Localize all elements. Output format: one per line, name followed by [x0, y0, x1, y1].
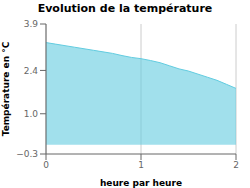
svg-text:2.4: 2.4: [24, 66, 39, 76]
html-text:Evolution de la température: Evolution de la température: [37, 2, 213, 15]
svg-text:−0.3: −0.3: [16, 149, 38, 159]
svg-text:Température en °C: Température en °C: [8, 41, 11, 136]
svg-text:2: 2: [233, 160, 239, 170]
svg-text:1.0: 1.0: [24, 109, 39, 119]
svg-text:3.9: 3.9: [24, 19, 39, 29]
svg-text:1: 1: [138, 160, 144, 170]
svg-text:0: 0: [43, 160, 49, 170]
svg-text:heure par heure: heure par heure: [100, 178, 182, 188]
